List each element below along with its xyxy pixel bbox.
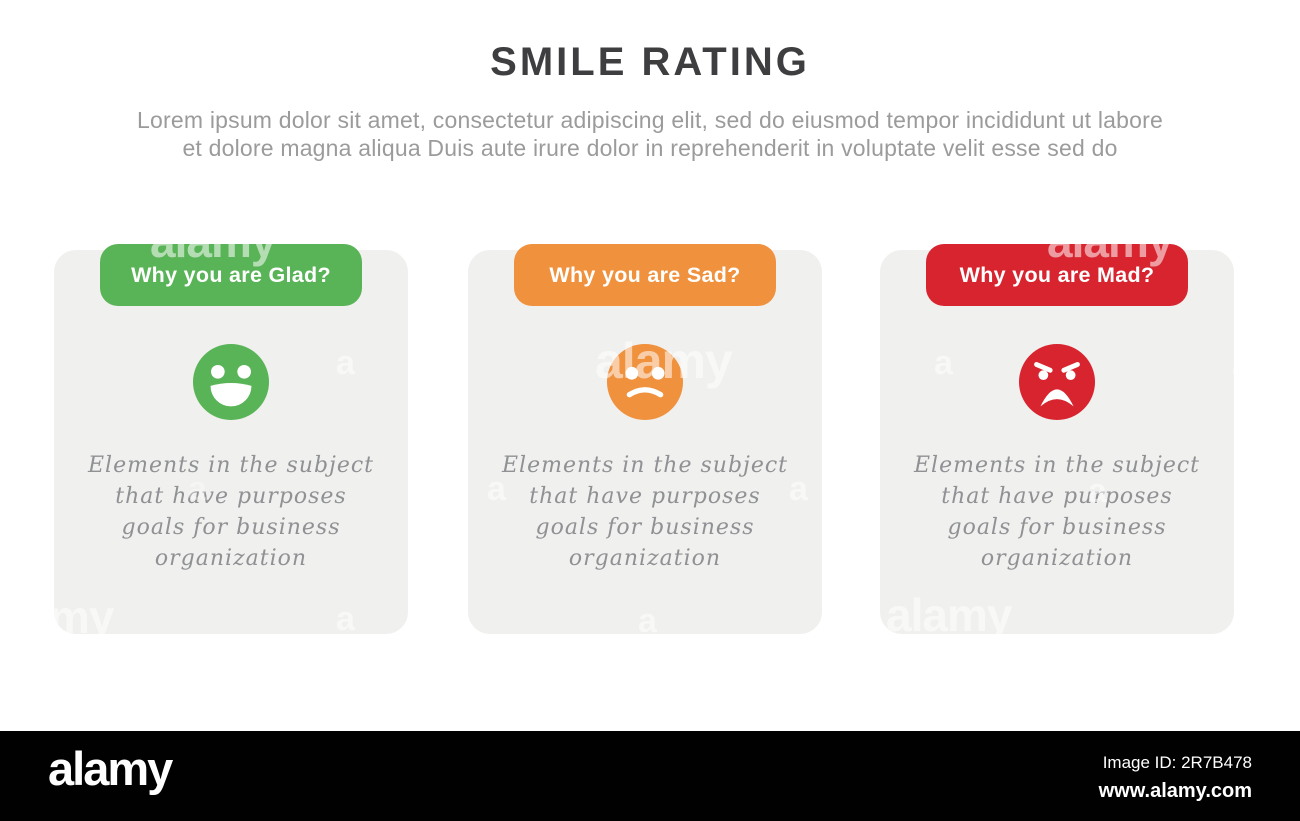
page-title: SMILE RATING bbox=[490, 40, 810, 84]
glad-card: Why you are Glad? Elements in the subjec… bbox=[54, 244, 408, 634]
sad-face-icon bbox=[606, 343, 684, 421]
body-line: organization bbox=[568, 546, 722, 571]
body-line: that have purposes bbox=[529, 484, 761, 509]
alamy-url: www.alamy.com bbox=[1098, 780, 1252, 802]
glad-card-header: Why you are Glad? bbox=[100, 244, 362, 306]
subtitle-line-1: Lorem ipsum dolor sit amet, consectetur … bbox=[137, 107, 1163, 133]
mad-card-header: Why you are Mad? bbox=[926, 244, 1188, 306]
subtitle: Lorem ipsum dolor sit amet, consectetur … bbox=[0, 106, 1300, 162]
body-line: Elements in the subject bbox=[501, 453, 789, 478]
happy-face-icon bbox=[192, 343, 270, 421]
body-line: goals for business bbox=[535, 515, 755, 540]
glad-card-body: Elements in the subject that have purpos… bbox=[54, 450, 408, 574]
subtitle-line-2: et dolore magna aliqua Duis aute irure d… bbox=[182, 135, 1118, 161]
body-line: that have purposes bbox=[941, 484, 1173, 509]
mad-card: Why you are Mad? Elements in the subject… bbox=[880, 244, 1234, 634]
glad-card-header-label: Why you are Glad? bbox=[131, 262, 331, 287]
sad-card: Why you are Sad? Elements in the subject… bbox=[468, 244, 822, 634]
body-line: organization bbox=[154, 546, 308, 571]
body-line: that have purposes bbox=[115, 484, 347, 509]
body-line: goals for business bbox=[121, 515, 341, 540]
sad-card-header-label: Why you are Sad? bbox=[549, 262, 741, 287]
mad-card-header-label: Why you are Mad? bbox=[959, 262, 1155, 287]
body-line: organization bbox=[980, 546, 1134, 571]
angry-face-icon bbox=[1018, 343, 1096, 421]
sad-card-header: Why you are Sad? bbox=[514, 244, 776, 306]
alamy-watermark-letter: a bbox=[1232, 604, 1251, 642]
body-line: goals for business bbox=[947, 515, 1167, 540]
mad-card-body: Elements in the subject that have purpos… bbox=[880, 450, 1234, 574]
alamy-footer-bar: alamy Image ID: 2R7B478 www.alamy.com bbox=[0, 731, 1300, 821]
body-line: Elements in the subject bbox=[913, 453, 1201, 478]
image-id-label: Image ID: 2R7B478 bbox=[1102, 753, 1252, 772]
alamy-watermark-letter: a bbox=[1232, 346, 1251, 384]
body-line: Elements in the subject bbox=[87, 453, 375, 478]
alamy-logo: alamy bbox=[48, 742, 173, 795]
sad-card-body: Elements in the subject that have purpos… bbox=[468, 450, 822, 574]
footer-info: Image ID: 2R7B478 www.alamy.com bbox=[1099, 753, 1252, 803]
